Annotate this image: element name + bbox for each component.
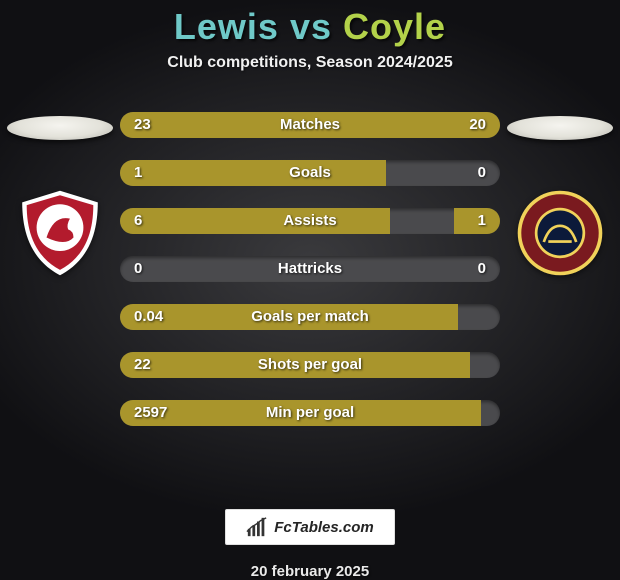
stat-row: 1 0 Goals [120, 160, 500, 186]
compare-area: 23 20 Matches 1 0 Goals 6 1 Assists 0 0 Hattricks 0.… [0, 112, 620, 489]
stat-value-left: 0.04 [134, 304, 163, 330]
stat-value-right: 20 [469, 112, 486, 138]
vs-text: vs [290, 6, 332, 47]
stat-label: Matches [280, 112, 340, 138]
stat-row: 2597 Min per goal [120, 400, 500, 426]
stat-label: Min per goal [266, 400, 354, 426]
stat-value-left: 6 [134, 208, 142, 234]
player2-name: Coyle [343, 6, 446, 47]
right-platform [507, 116, 613, 140]
stat-value-right: 1 [478, 208, 486, 234]
stat-bars: 23 20 Matches 1 0 Goals 6 1 Assists 0 0 Hattricks 0.… [120, 112, 500, 426]
stat-row: 6 1 Assists [120, 208, 500, 234]
stat-label: Shots per goal [258, 352, 362, 378]
left-side [0, 112, 120, 278]
stat-fill-left [120, 160, 386, 186]
stat-value-left: 2597 [134, 400, 167, 426]
stat-row: 0 0 Hattricks [120, 256, 500, 282]
watermark-text: FcTables.com [274, 519, 373, 536]
stat-value-left: 1 [134, 160, 142, 186]
stat-row: 0.04 Goals per match [120, 304, 500, 330]
chart-icon [246, 516, 268, 538]
stat-label: Assists [283, 208, 336, 234]
stat-value-left: 23 [134, 112, 151, 138]
stat-label: Goals [289, 160, 331, 186]
stat-label: Hattricks [278, 256, 342, 282]
watermark: FcTables.com [225, 509, 395, 545]
stat-value-right: 0 [478, 160, 486, 186]
right-side [500, 112, 620, 278]
stat-fill-left [120, 208, 390, 234]
player1-name: Lewis [174, 6, 279, 47]
date: 20 february 2025 [251, 563, 369, 580]
page-title: Lewis vs Coyle [174, 6, 446, 48]
stat-value-left: 22 [134, 352, 151, 378]
stat-row: 23 20 Matches [120, 112, 500, 138]
right-club-badge [515, 188, 605, 278]
stat-value-right: 0 [478, 256, 486, 282]
left-platform [7, 116, 113, 140]
stat-row: 22 Shots per goal [120, 352, 500, 378]
stat-value-left: 0 [134, 256, 142, 282]
left-club-badge [15, 188, 105, 278]
subtitle: Club competitions, Season 2024/2025 [167, 54, 452, 72]
stat-label: Goals per match [251, 304, 369, 330]
